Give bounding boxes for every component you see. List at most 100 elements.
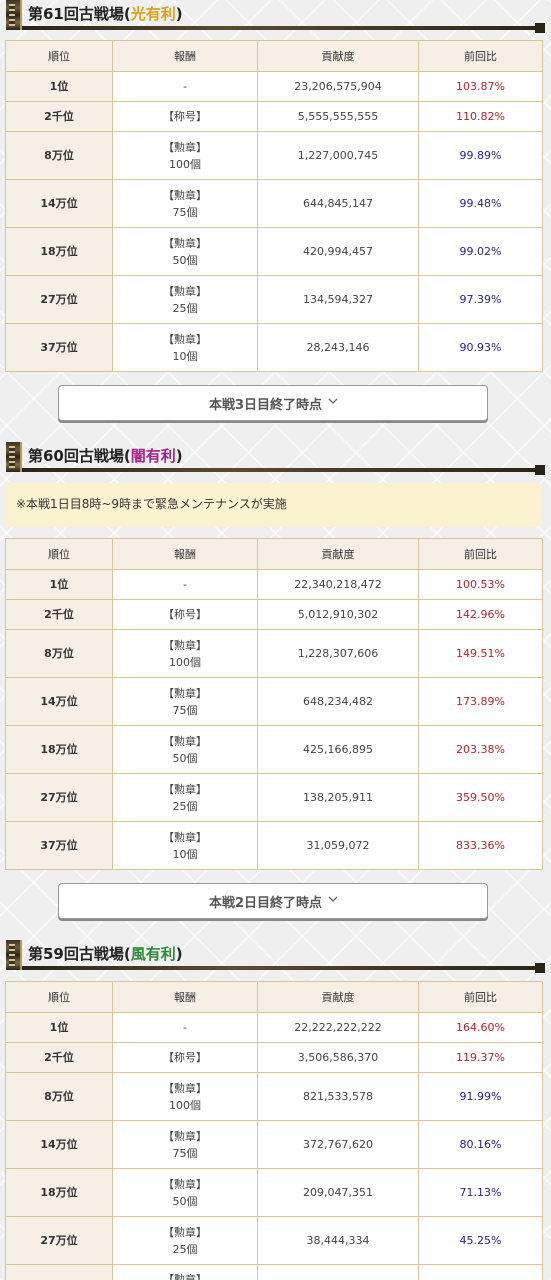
ratio-cell: 80.16% — [418, 1120, 543, 1169]
score-cell: 22,222,222,222 — [257, 1012, 419, 1043]
reward-type: 【勲章】 — [163, 830, 207, 844]
score-cell — [257, 1264, 419, 1280]
reward-type: 【勲章】 — [163, 1129, 207, 1143]
reward-amount: 10個 — [172, 349, 198, 363]
rank-cell: 18万位 — [5, 725, 113, 774]
reward-cell: 【勲章】 — [112, 1264, 258, 1280]
table-header-row: 順位 報酬 貢献度 前回比 — [5, 40, 543, 72]
column-header: 貢献度 — [257, 40, 419, 72]
ratio-cell: 142.96% — [418, 599, 543, 630]
rank-cell — [5, 1264, 113, 1280]
column-header: 前回比 — [418, 538, 543, 570]
section-heading: 第59回古戦場(風有利) — [6, 940, 545, 973]
reward-cell: 【勲章】 100個 — [112, 1072, 258, 1121]
ratio-cell: 99.89% — [418, 131, 543, 180]
chevron-down-icon — [328, 397, 338, 406]
show-day3-button[interactable]: 本戦3日目終了時点 — [58, 385, 488, 421]
reward-type: 【称号】 — [163, 1051, 207, 1064]
rank-cell: 14万位 — [5, 677, 113, 726]
rank-cell: 2千位 — [5, 1042, 113, 1073]
rank-cell: 1位 — [5, 1012, 113, 1043]
ratio-cell: 99.02% — [418, 227, 543, 276]
rank-cell: 1位 — [5, 569, 113, 600]
rank-cell: 2千位 — [5, 599, 113, 630]
table-row: 8万位 【勲章】 100個 1,228,307,606 149.51% — [5, 629, 543, 678]
title-suffix: ) — [175, 945, 183, 963]
title-prefix: 第59回古戦場( — [28, 945, 131, 963]
button-label: 本戦2日目終了時点 — [208, 895, 323, 911]
reward-amount: 75個 — [172, 1146, 198, 1160]
reward-cell: 【勲章】 25個 — [112, 275, 258, 324]
ratio-cell: 71.13% — [418, 1168, 543, 1217]
reward-cell: 【勲章】 50個 — [112, 227, 258, 276]
reward-type: - — [183, 80, 187, 93]
title-prefix: 第61回古戦場( — [28, 5, 131, 23]
rank-cell: 27万位 — [5, 773, 113, 822]
title-suffix: ) — [175, 447, 183, 465]
reward-cell: 【勲章】 75個 — [112, 179, 258, 228]
reward-amount: 25個 — [172, 799, 198, 813]
section-heading: 第60回古戦場(闇有利) — [6, 442, 545, 475]
rank-cell: 18万位 — [5, 1168, 113, 1217]
reward-cell: 【勲章】 75個 — [112, 677, 258, 726]
rank-cell: 27万位 — [5, 275, 113, 324]
rank-cell: 8万位 — [5, 131, 113, 180]
reward-amount: 25個 — [172, 1242, 198, 1256]
reward-type: 【勲章】 — [163, 332, 207, 346]
table-row: 1位 - 23,206,575,904 103.87% — [5, 71, 543, 102]
rank-cell: 8万位 — [5, 629, 113, 678]
title-attribute: 闇有利 — [130, 447, 176, 465]
section-61: 第61回古戦場(光有利) 順位 報酬 貢献度 前回比 1位 -23,206,575,904… — [0, 0, 551, 421]
heading-bar — [22, 465, 545, 475]
reward-cell: 【勲章】 50個 — [112, 725, 258, 774]
reward-cell: 【称号】 — [112, 599, 258, 630]
column-header: 報酬 — [112, 981, 258, 1013]
reward-amount: 25個 — [172, 301, 198, 315]
column-header: 順位 — [5, 40, 113, 72]
score-cell: 425,166,895 — [257, 725, 419, 774]
table-row: 18万位 【勲章】 50個 425,166,895 203.38% — [5, 725, 543, 774]
column-header: 貢献度 — [257, 538, 419, 570]
title-prefix: 第60回古戦場( — [28, 447, 131, 465]
table-row: 27万位 【勲章】 25個 134,594,327 97.39% — [5, 275, 543, 324]
ranking-table: 順位 報酬 貢献度 前回比 1位 -22,340,218,472 100.53% 2千位 【称号… — [5, 538, 543, 870]
section-title: 第61回古戦場(光有利) — [28, 3, 183, 24]
reward-cell: 【勲章】 50個 — [112, 1168, 258, 1217]
ratio-cell: 173.89% — [418, 677, 543, 726]
reward-cell: 【勲章】 100個 — [112, 629, 258, 678]
reward-amount: 75個 — [172, 703, 198, 717]
reward-type: 【勲章】 — [163, 236, 207, 250]
reward-cell: 【勲章】 10個 — [112, 821, 258, 870]
rank-cell: 2千位 — [5, 101, 113, 132]
score-cell: 28,243,146 — [257, 323, 419, 372]
table-row: 2千位 【称号】 3,506,586,370 119.37% — [5, 1042, 543, 1073]
show-day2-button[interactable]: 本戦2日目終了時点 — [58, 883, 488, 919]
chevron-down-icon — [328, 895, 338, 904]
table-row: 14万位 【勲章】 75個 648,234,482 173.89% — [5, 677, 543, 726]
reward-type: 【勲章】 — [163, 1225, 207, 1239]
table-row: 18万位 【勲章】 50個 420,994,457 99.02% — [5, 227, 543, 276]
reward-amount: 10個 — [172, 847, 198, 861]
reward-cell: 【勲章】 10個 — [112, 323, 258, 372]
reward-cell: - — [112, 569, 258, 600]
heading-ornament-icon — [6, 0, 22, 30]
column-header: 報酬 — [112, 40, 258, 72]
title-attribute: 光有利 — [130, 5, 176, 23]
rank-cell: 37万位 — [5, 821, 113, 870]
reward-cell: - — [112, 71, 258, 102]
reward-type: 【勲章】 — [163, 1177, 207, 1191]
reward-type: 【称号】 — [163, 110, 207, 123]
table-row: 2千位 【称号】 5,012,910,302 142.96% — [5, 599, 543, 630]
reward-type: 【勲章】 — [163, 686, 207, 700]
ratio-cell: 164.60% — [418, 1012, 543, 1043]
table-header-row: 順位 報酬 貢献度 前回比 — [5, 538, 543, 570]
table-header-row: 順位 報酬 貢献度 前回比 — [5, 981, 543, 1013]
reward-cell: 【勲章】 75個 — [112, 1120, 258, 1169]
section-60: 第60回古戦場(闇有利) ※本戦1日目8時~9時まで緊急メンテナンスが実施 順位… — [0, 442, 551, 919]
score-cell: 31,059,072 — [257, 821, 419, 870]
reward-type: - — [183, 578, 187, 591]
score-cell: 138,205,911 — [257, 773, 419, 822]
rank-cell: 27万位 — [5, 1216, 113, 1265]
reward-type: 【勲章】 — [163, 188, 207, 202]
button-label: 本戦3日目終了時点 — [208, 397, 323, 413]
